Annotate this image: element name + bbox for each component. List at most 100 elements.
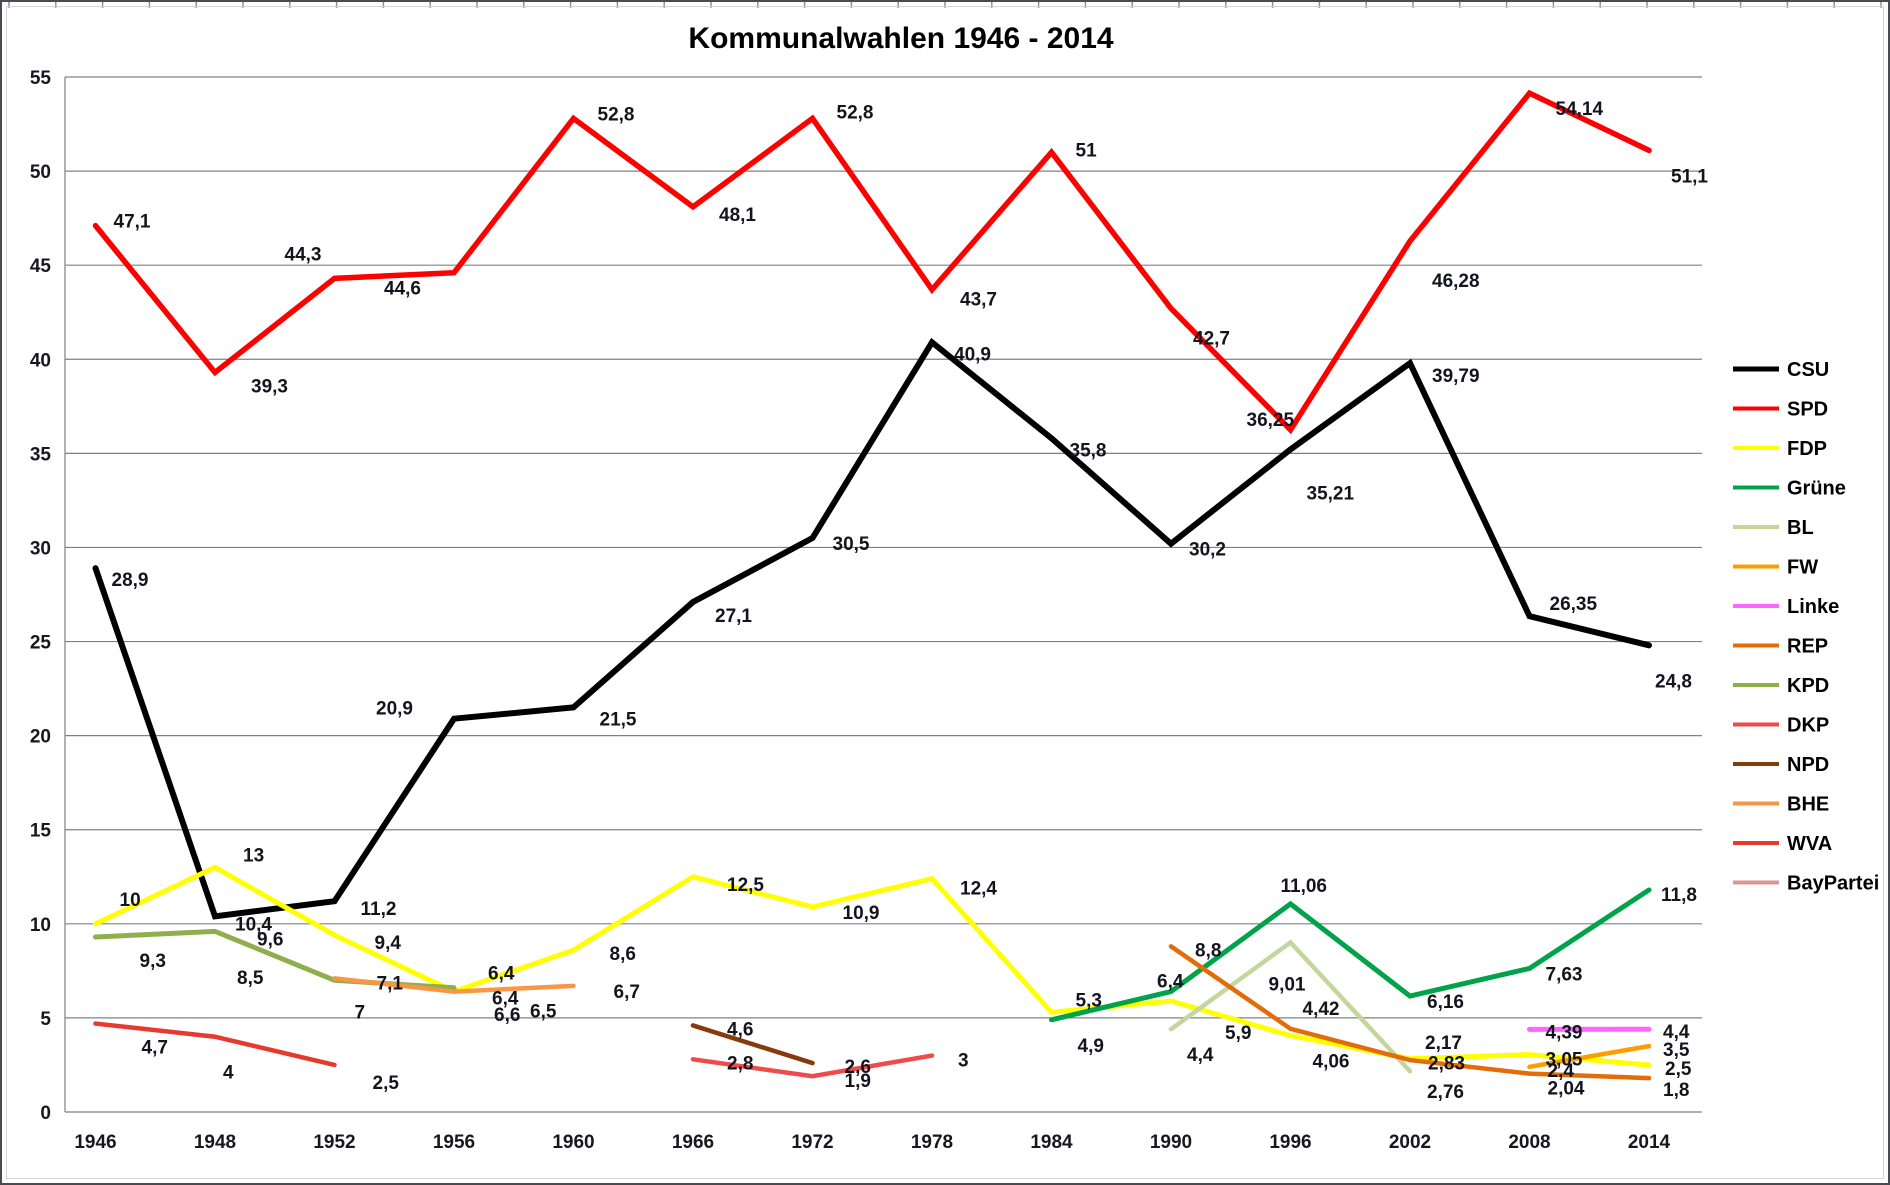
- legend-label-BHE: BHE: [1787, 794, 1829, 816]
- data-label-SPD-1990: 42,7: [1193, 328, 1230, 349]
- data-label-CSU-1978: 40,9: [954, 344, 991, 365]
- legend-label-REP: REP: [1787, 636, 1828, 658]
- data-label-CSU-1972: 30,5: [833, 534, 870, 555]
- series-line-CSU: [92, 337, 1652, 920]
- data-label-Grüne-1984: 4,9: [1078, 1036, 1104, 1057]
- y-axis-label: 0: [40, 1103, 51, 1124]
- data-label-KPD-1948: 9,6: [257, 929, 283, 950]
- data-label-Grüne-2008: 7,63: [1546, 964, 1583, 985]
- data-label-CSU-1948: 10,4: [235, 914, 272, 935]
- legend-label-NPD: NPD: [1787, 754, 1829, 776]
- data-label-SPD-1966: 48,1: [719, 205, 756, 226]
- data-label-Grüne-1990: 6,4: [1157, 972, 1184, 993]
- data-label-CSU-2008: 26,35: [1550, 594, 1598, 615]
- data-label-KPD-1956: 6,6: [494, 1005, 520, 1026]
- legend-item-CSU: CSU: [1733, 359, 1829, 381]
- legend-item-NPD: NPD: [1733, 754, 1829, 776]
- data-label-CSU-1960: 21,5: [600, 709, 637, 730]
- y-axis-label: 45: [30, 256, 52, 277]
- data-label-BHE-1956: 6,4: [492, 989, 519, 1010]
- data-label-SPD-1948: 39,3: [251, 376, 288, 397]
- legend-label-WVA: WVA: [1787, 833, 1832, 855]
- data-label-DKP-1972: 1,9: [845, 1071, 871, 1092]
- data-label-BL-1996: 9,01: [1269, 974, 1306, 995]
- x-axis-label: 1966: [672, 1132, 714, 1153]
- y-axis-label: 5: [40, 1009, 51, 1030]
- x-axis-label: 2014: [1628, 1132, 1671, 1153]
- y-axis-label: 55: [30, 68, 52, 89]
- data-label-FDP-2002: 2,83: [1428, 1054, 1465, 1075]
- x-axis-label: 2002: [1389, 1132, 1431, 1153]
- data-label-Grüne-2002: 6,16: [1427, 992, 1464, 1013]
- y-axis-label: 50: [30, 162, 51, 183]
- series-line-DKP: [690, 1053, 935, 1079]
- data-label-REP-2014: 1,8: [1663, 1080, 1689, 1101]
- series-line-FW: [1527, 1043, 1652, 1070]
- data-label-KPD-1946: 9,3: [140, 951, 166, 972]
- data-label-Grüne-2014: 11,8: [1661, 885, 1697, 906]
- data-label-CSU-2014: 24,8: [1655, 671, 1692, 692]
- data-label-FDP-1960: 8,6: [610, 944, 636, 965]
- data-label-SPD-1960: 52,8: [598, 104, 635, 125]
- data-label-WVA-1946: 4,7: [142, 1038, 168, 1059]
- data-label-SPD-1996: 36,25: [1247, 410, 1295, 431]
- data-label-SPD-2002: 46,28: [1432, 271, 1480, 292]
- legend-item-FDP: FDP: [1733, 438, 1827, 460]
- data-label-REP-2008: 2,04: [1548, 1079, 1585, 1100]
- data-label-BHE-1952: 7,1: [377, 973, 404, 994]
- data-label-SPD-1978: 43,7: [960, 290, 997, 311]
- data-label-CSU-1984: 35,8: [1070, 440, 1107, 461]
- legend-label-FDP: FDP: [1787, 438, 1827, 460]
- data-label-BayPartei-1956: 6,5: [530, 1002, 557, 1023]
- legend-label-KPD: KPD: [1787, 675, 1829, 697]
- data-label-WVA-1952: 2,5: [373, 1073, 400, 1094]
- series-line-SPD: [92, 89, 1652, 435]
- data-label-CSU-1996: 35,21: [1307, 483, 1355, 504]
- data-label-Linke-2008: 4,39: [1546, 1022, 1583, 1043]
- y-axis-label: 10: [30, 915, 51, 936]
- data-label-FDP-2008: 3,05: [1546, 1050, 1583, 1071]
- legend-label-BayPartei: BayPartei: [1787, 873, 1879, 895]
- data-label-FDP-1984: 5,3: [1076, 990, 1102, 1011]
- data-label-FW-2008: 2,4: [1548, 1061, 1575, 1082]
- y-axis-label: 15: [30, 821, 52, 842]
- data-label-SPD-1952: 44,3: [285, 244, 322, 265]
- legend-label-BL: BL: [1787, 517, 1814, 539]
- x-axis-label: 1960: [552, 1132, 594, 1153]
- data-label-CSU-1966: 27,1: [715, 606, 752, 627]
- x-axis-label: 1956: [433, 1132, 475, 1153]
- y-axis-label: 20: [30, 727, 51, 748]
- data-label-FDP-1990: 5,9: [1225, 1023, 1251, 1044]
- data-label-BayPartei-1948: 8,5: [237, 968, 264, 989]
- data-label-Grüne-1996: 11,06: [1281, 876, 1328, 897]
- x-axis-label: 1972: [791, 1132, 833, 1153]
- legend-item-DKP: DKP: [1733, 715, 1829, 737]
- data-label-FDP-2014: 2,5: [1665, 1059, 1692, 1080]
- x-axis-label: 1952: [313, 1132, 355, 1153]
- data-label-NPD-1966: 4,6: [727, 1019, 753, 1040]
- x-axis-label: 1946: [74, 1132, 116, 1153]
- data-label-FDP-1978: 12,4: [960, 879, 997, 900]
- x-axis-label: 1978: [911, 1132, 953, 1153]
- series-line-REP: [1168, 944, 1652, 1081]
- data-label-FDP-1966: 12,5: [727, 875, 764, 896]
- data-label-FDP-1956: 6,4: [488, 964, 515, 985]
- legend-item-KPD: KPD: [1733, 675, 1829, 697]
- series-line-NPD: [690, 1023, 815, 1066]
- data-label-REP-2002: 2,76: [1427, 1082, 1464, 1103]
- legend-label-FW: FW: [1787, 557, 1818, 579]
- series-line-BHE: [332, 976, 576, 994]
- x-axis-label: 1990: [1150, 1132, 1192, 1153]
- data-label-SPD-2014: 51,1: [1671, 166, 1708, 187]
- data-label-REP-1996: 4,42: [1303, 999, 1340, 1020]
- data-label-BL-1990: 4,4: [1187, 1045, 1214, 1066]
- legend-label-Linke: Linke: [1787, 596, 1839, 618]
- data-label-REP-1990: 8,8: [1195, 940, 1221, 961]
- data-label-CSU-1956: 20,9: [376, 699, 413, 720]
- y-axis-label: 40: [30, 350, 51, 371]
- series-line-WVA: [93, 1021, 337, 1068]
- legend-item-FW: FW: [1733, 557, 1818, 579]
- data-label-SPD-1984: 51: [1076, 140, 1098, 161]
- y-axis-label: 35: [30, 444, 52, 465]
